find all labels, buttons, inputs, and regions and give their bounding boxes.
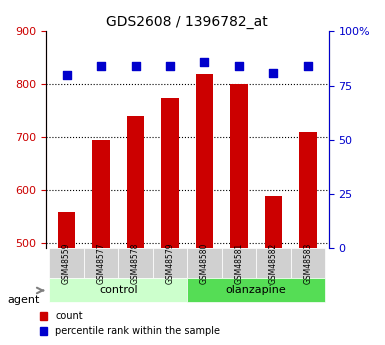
Text: GSM48581: GSM48581 — [234, 243, 243, 284]
Text: GSM48583: GSM48583 — [303, 243, 313, 284]
FancyBboxPatch shape — [49, 278, 187, 303]
Legend: count, percentile rank within the sample: count, percentile rank within the sample — [36, 307, 224, 340]
FancyBboxPatch shape — [84, 248, 118, 278]
Title: GDS2608 / 1396782_at: GDS2608 / 1396782_at — [106, 15, 268, 29]
Point — [64, 72, 70, 78]
FancyBboxPatch shape — [153, 248, 187, 278]
Point — [270, 70, 276, 75]
FancyBboxPatch shape — [187, 278, 325, 303]
Text: olanzapine: olanzapine — [226, 285, 286, 295]
Text: GSM48580: GSM48580 — [200, 243, 209, 284]
Bar — [161, 98, 179, 248]
FancyBboxPatch shape — [222, 248, 256, 278]
Point — [236, 63, 242, 69]
Text: control: control — [99, 285, 137, 295]
Point — [132, 63, 139, 69]
Bar — [92, 140, 110, 248]
Text: GSM48559: GSM48559 — [62, 243, 71, 284]
FancyBboxPatch shape — [256, 248, 291, 278]
Point — [98, 63, 104, 69]
Point — [305, 63, 311, 69]
FancyBboxPatch shape — [291, 248, 325, 278]
Bar — [265, 196, 282, 248]
FancyBboxPatch shape — [187, 248, 222, 278]
Text: agent: agent — [8, 295, 40, 305]
Text: GSM48582: GSM48582 — [269, 243, 278, 284]
Text: GSM48578: GSM48578 — [131, 243, 140, 284]
Bar — [58, 212, 75, 248]
Bar — [196, 74, 213, 248]
Bar — [300, 132, 316, 248]
FancyBboxPatch shape — [118, 248, 153, 278]
Bar — [230, 84, 248, 248]
Text: GSM48579: GSM48579 — [166, 243, 174, 284]
Text: GSM48577: GSM48577 — [97, 243, 105, 284]
Point — [201, 59, 208, 65]
Bar — [127, 116, 144, 248]
Point — [167, 63, 173, 69]
FancyBboxPatch shape — [49, 248, 84, 278]
